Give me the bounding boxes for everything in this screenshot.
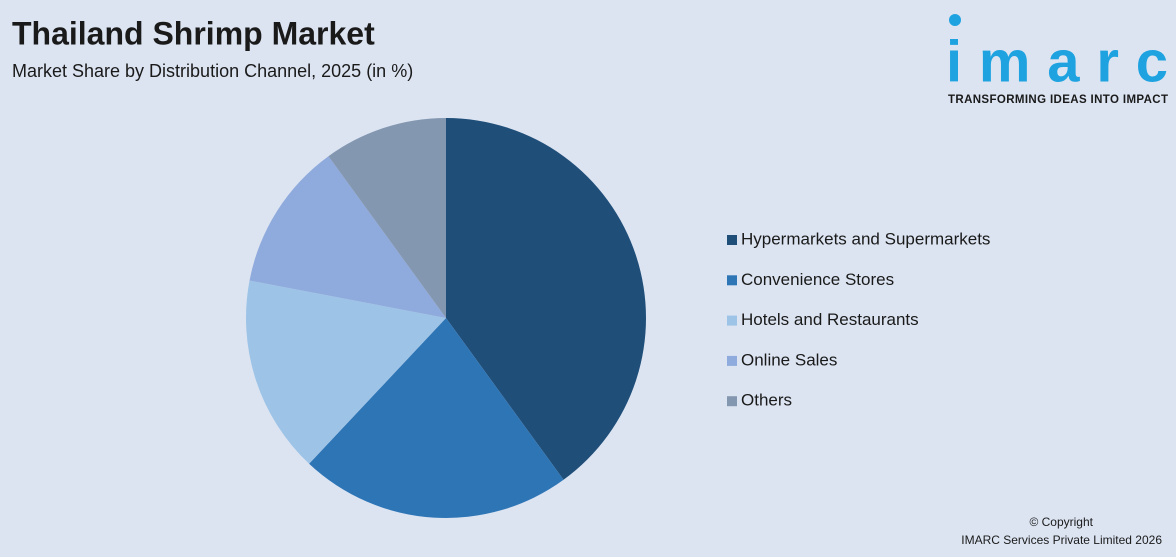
pie-slice xyxy=(446,118,646,480)
logo-dot xyxy=(949,14,961,26)
legend-swatch xyxy=(727,396,737,407)
legend-label: Convenience Stores xyxy=(741,270,894,289)
logo-tagline: TRANSFORMING IDEAS INTO IMPACT xyxy=(948,94,1168,106)
copyright: © Copyright xyxy=(1029,515,1093,529)
legend-swatch xyxy=(727,315,737,326)
legend-label: Hypermarkets and Supermarkets xyxy=(741,229,990,248)
pie-slice xyxy=(309,318,564,518)
legend-label: Hotels and Restaurants xyxy=(741,310,919,329)
company: IMARC Services Private Limited 2026 xyxy=(961,533,1162,547)
pie-slice xyxy=(249,156,446,318)
legend-swatch xyxy=(727,355,737,366)
chart-subtitle: Market Share by Distribution Channel, 20… xyxy=(12,61,413,81)
pie-slice xyxy=(328,118,446,318)
pie-slice xyxy=(246,280,446,464)
legend-swatch xyxy=(727,275,737,286)
legend-label: Others xyxy=(741,391,792,410)
chart-title: Thailand Shrimp Market xyxy=(12,15,375,51)
legend-label: Online Sales xyxy=(741,350,837,369)
legend-swatch xyxy=(727,235,737,245)
